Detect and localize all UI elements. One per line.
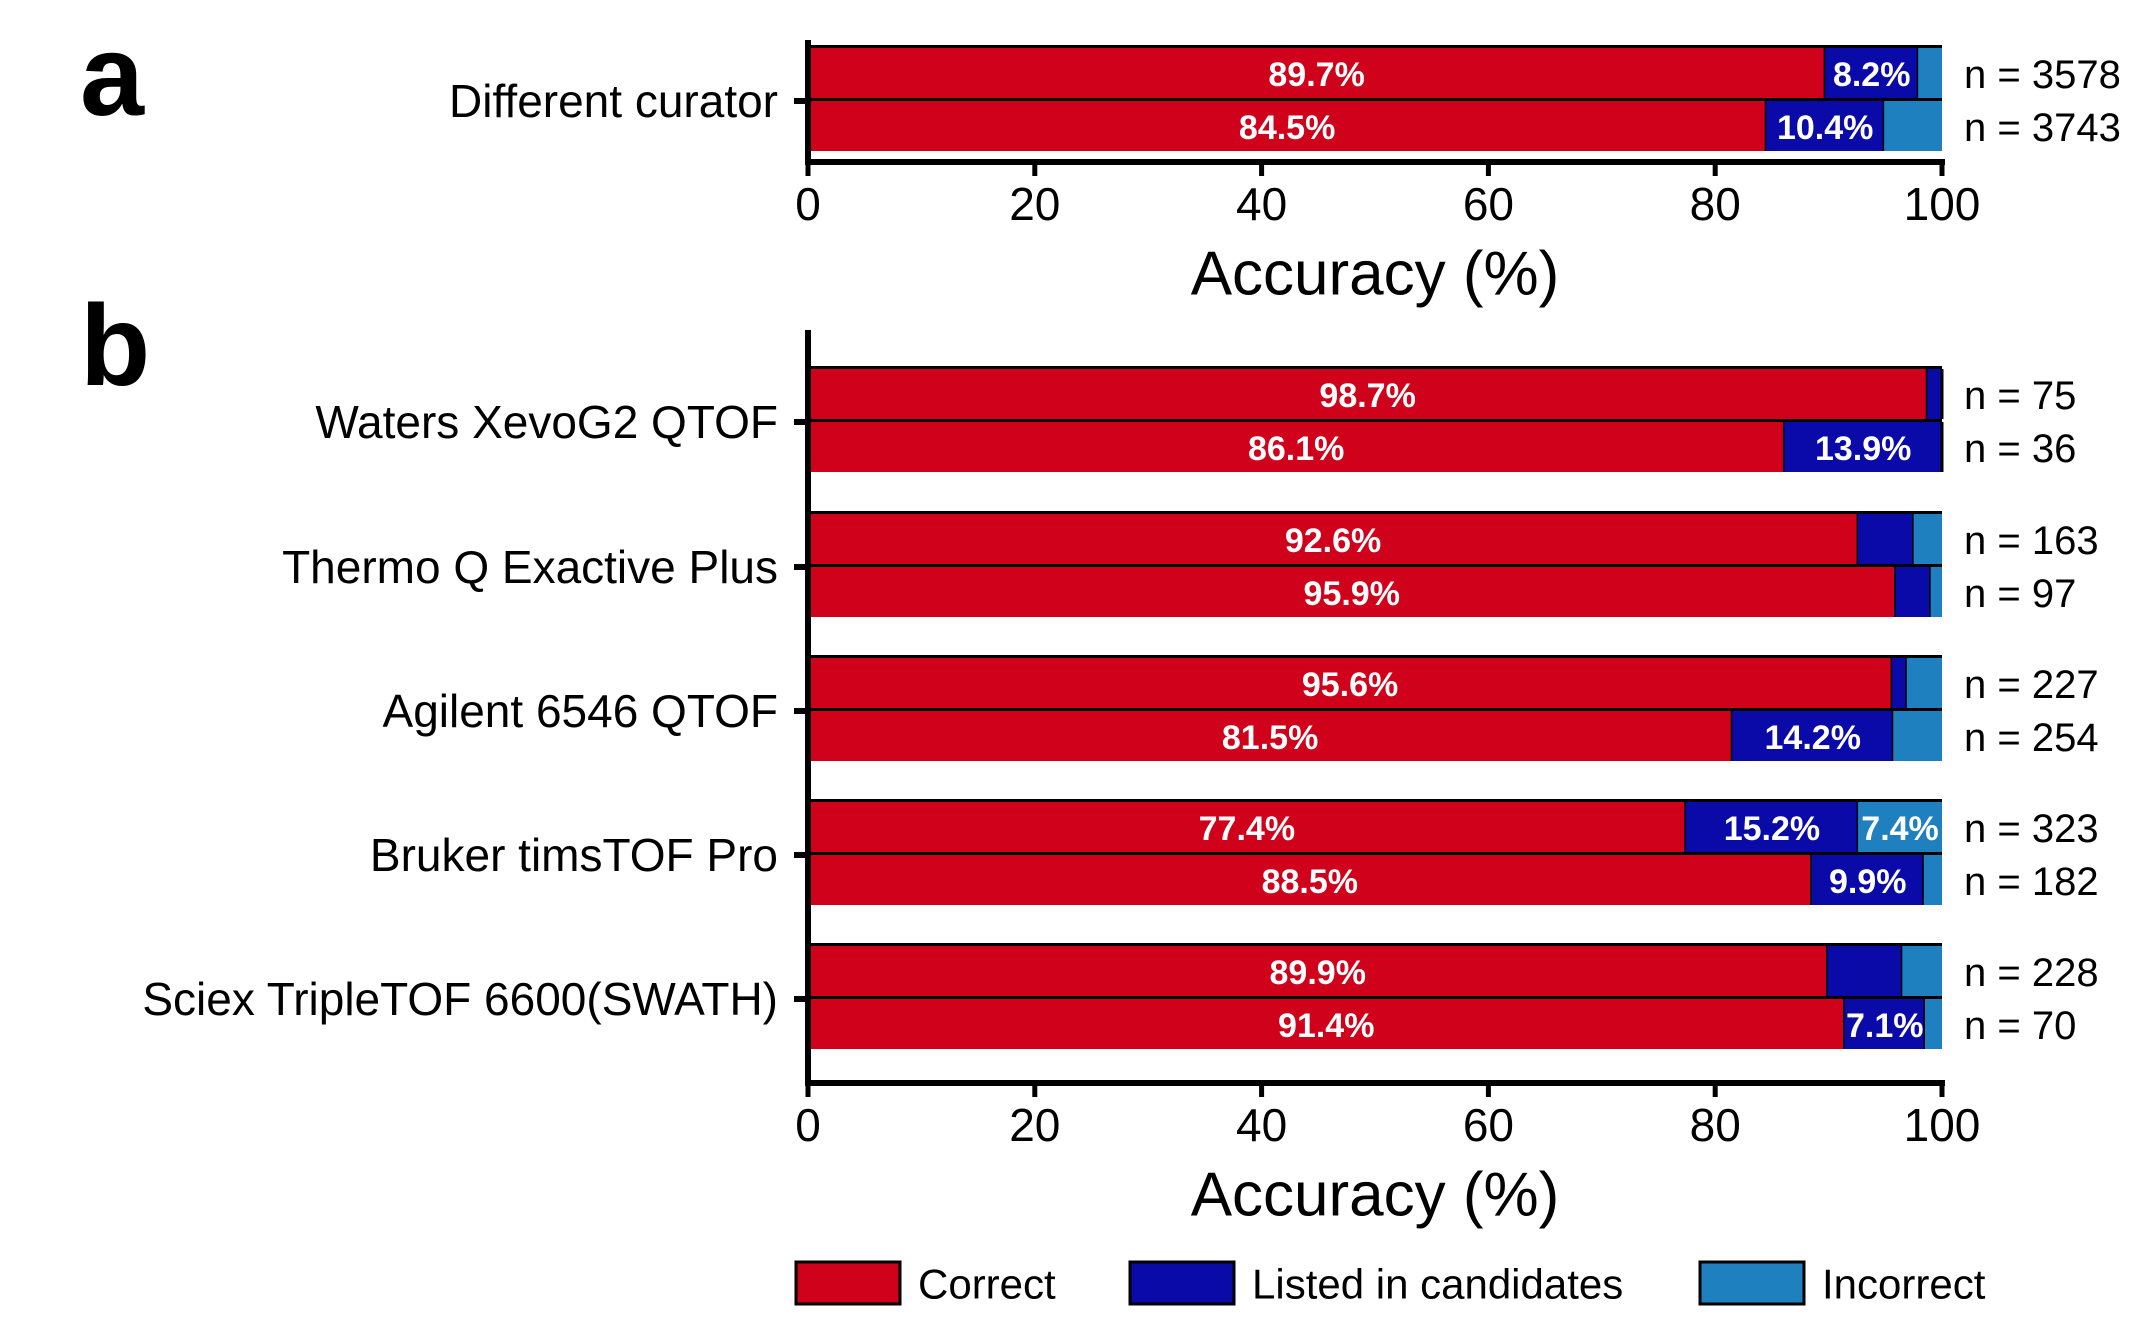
sample-size-label: n = 3743	[1964, 106, 2121, 150]
category-label: Agilent 6546 QTOF	[383, 685, 778, 737]
bar-segment-listed	[1685, 802, 1859, 852]
data-label-correct: 92.6%	[1285, 522, 1381, 560]
legend: Correct Listed in candidates Incorrect	[794, 1260, 1986, 1308]
legend-swatch-correct	[794, 1260, 902, 1306]
x-tick-label: 80	[1690, 1099, 1741, 1151]
panel-b: b 98.7% n = 75 86.1% 13.9% n = 36 92.6% n = 16…	[80, 282, 2099, 1230]
legend-label-listed: Listed in candidates	[1252, 1261, 1623, 1308]
bar-segment-listed	[1858, 514, 1914, 564]
bar-segment-correct	[808, 422, 1785, 472]
x-tick-label: 80	[1690, 178, 1741, 230]
bar-segment-listed	[1892, 658, 1907, 708]
data-label-listed: 7.1%	[1846, 1007, 1924, 1045]
data-label-listed: 14.2%	[1765, 719, 1861, 757]
data-label-correct: 95.6%	[1302, 666, 1398, 704]
category-label: Thermo Q Exactive Plus	[282, 541, 778, 593]
legend-label-correct: Correct	[918, 1261, 1056, 1308]
bar-segment-incorrect	[1902, 946, 1942, 996]
legend-swatch-incorrect	[1698, 1260, 1806, 1306]
sample-size-label: n = 254	[1964, 716, 2099, 760]
x-tick-label: 0	[795, 1099, 821, 1151]
bar-segment-incorrect	[1884, 101, 1942, 151]
x-axis-title: Accuracy (%)	[1191, 240, 1560, 309]
bar-segment-listed	[1784, 422, 1942, 472]
bar-segment-correct	[808, 48, 1826, 98]
bar-segment-listed	[1827, 946, 1903, 996]
panel-b-letter: b	[80, 282, 150, 410]
bar-segment-listed	[1844, 999, 1925, 1049]
data-label-listed: 8.2%	[1833, 56, 1911, 94]
sample-size-label: n = 323	[1964, 807, 2099, 851]
bar-segment-listed	[1811, 855, 1924, 905]
data-label-correct: 95.9%	[1304, 575, 1400, 613]
sample-size-label: n = 163	[1964, 519, 2099, 563]
category-label: Waters XevoG2 QTOF	[315, 396, 778, 448]
bar-segment-correct	[808, 946, 1828, 996]
bar-segment-incorrect	[1893, 711, 1942, 761]
data-label-correct: 89.7%	[1268, 56, 1364, 94]
x-tick-label: 20	[1009, 1099, 1060, 1151]
bar-segment-incorrect	[1918, 48, 1942, 98]
data-label-correct: 81.5%	[1222, 719, 1318, 757]
x-tick-label: 100	[1904, 1099, 1981, 1151]
bar-segment-listed	[1732, 711, 1894, 761]
category-label: Sciex TripleTOF 6600(SWATH)	[142, 973, 778, 1025]
x-tick-label: 20	[1009, 178, 1060, 230]
bar-segment-correct	[808, 999, 1845, 1049]
category-label: Bruker timsTOF Pro	[370, 829, 778, 881]
bar-segment-incorrect	[1923, 855, 1942, 905]
bar-segment-correct	[808, 369, 1928, 419]
sample-size-label: n = 228	[1964, 951, 2099, 995]
bar-segment-correct	[808, 658, 1893, 708]
bar-segment-correct	[808, 567, 1896, 617]
data-label-listed: 10.4%	[1777, 109, 1873, 147]
bar-segment-incorrect	[1924, 999, 1942, 1049]
bar-segment-correct	[808, 711, 1733, 761]
data-label-correct: 84.5%	[1239, 109, 1335, 147]
data-label-listed: 13.9%	[1815, 430, 1911, 468]
panel-a: a 89.7% 8.2% n = 3578 84.5% 10.4% n = 3743 Di…	[80, 12, 2121, 309]
bar-segment-incorrect	[1930, 567, 1942, 617]
data-label-listed: 9.9%	[1829, 863, 1907, 901]
bar-segment-listed	[1825, 48, 1919, 98]
x-tick-label: 60	[1463, 178, 1514, 230]
data-label-correct: 89.9%	[1270, 954, 1366, 992]
sample-size-label: n = 70	[1964, 1004, 2076, 1048]
data-label-correct: 86.1%	[1248, 430, 1344, 468]
sample-size-label: n = 227	[1964, 663, 2099, 707]
bar-segment-correct	[808, 855, 1812, 905]
x-tick-label: 0	[795, 178, 821, 230]
sample-size-label: n = 36	[1964, 427, 2076, 471]
sample-size-label: n = 97	[1964, 572, 2076, 616]
sample-size-label: n = 75	[1964, 374, 2076, 418]
data-label-correct: 91.4%	[1278, 1007, 1374, 1045]
bar-segment-incorrect	[1858, 802, 1942, 852]
legend-label-incorrect: Incorrect	[1822, 1261, 1986, 1308]
bar-segment-correct	[808, 101, 1767, 151]
data-label-listed: 15.2%	[1724, 810, 1820, 848]
sample-size-label: n = 182	[1964, 860, 2099, 904]
category-label: Different curator	[449, 75, 778, 127]
bar-segment-incorrect	[1906, 658, 1942, 708]
bar-segment-listed	[1927, 369, 1942, 419]
data-label-incorrect: 7.4%	[1861, 810, 1939, 848]
bar-segment-correct	[808, 802, 1686, 852]
sample-size-label: n = 3578	[1964, 53, 2121, 97]
bar-segment-listed	[1766, 101, 1885, 151]
x-tick-label: 40	[1236, 1099, 1287, 1151]
bar-segment-incorrect	[1913, 514, 1942, 564]
data-label-correct: 77.4%	[1199, 810, 1295, 848]
x-tick-label: 40	[1236, 178, 1287, 230]
legend-swatch-listed	[1128, 1260, 1236, 1306]
x-axis-title: Accuracy (%)	[1191, 1161, 1560, 1230]
x-tick-label: 60	[1463, 1099, 1514, 1151]
data-label-correct: 98.7%	[1319, 377, 1415, 415]
bar-segment-listed	[1895, 567, 1931, 617]
x-tick-label: 100	[1904, 178, 1981, 230]
bar-segment-correct	[808, 514, 1859, 564]
panel-a-letter: a	[80, 12, 145, 140]
data-label-correct: 88.5%	[1262, 863, 1358, 901]
